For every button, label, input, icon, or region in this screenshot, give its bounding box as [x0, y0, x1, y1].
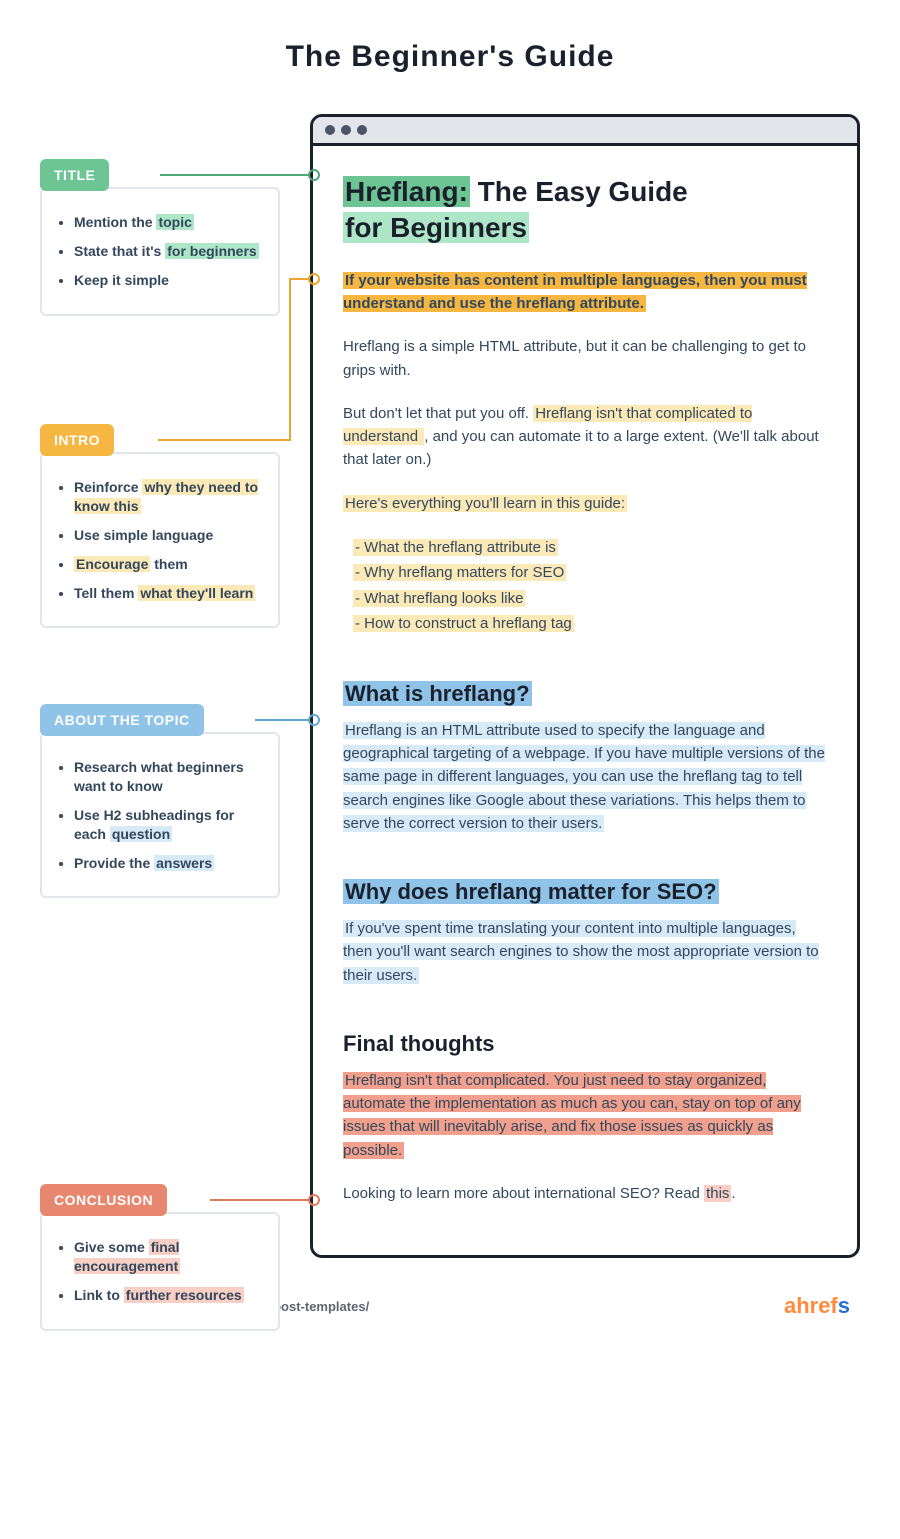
window-dot-icon	[325, 125, 335, 135]
toc-intro: Here's everything you'll learn in this g…	[343, 492, 827, 515]
list-item: Tell them what they'll learn	[74, 584, 264, 603]
toc-item: - What the hreflang attribute is	[343, 535, 827, 561]
box-conclusion: Give some final encouragement Link to fu…	[40, 1212, 280, 1331]
list-item: Research what beginners want to know	[74, 758, 264, 796]
list-item: Provide the answers	[74, 854, 264, 873]
tag-conclusion: CONCLUSION	[40, 1184, 167, 1216]
paragraph: Hreflang isn't that complicated. You jus…	[343, 1069, 827, 1162]
browser-window: Hreflang: The Easy Guide for Beginners I…	[310, 114, 860, 1258]
article-h1: Hreflang: The Easy Guide for Beginners	[343, 174, 827, 247]
list-item: Encourage them	[74, 555, 264, 574]
window-dot-icon	[341, 125, 351, 135]
article-h2: Why does hreflang matter for SEO?	[343, 879, 719, 905]
tag-title: TITLE	[40, 159, 109, 191]
intro-highlight: If your website has content in multiple …	[343, 269, 827, 316]
list-item: Give some final encouragement	[74, 1238, 264, 1276]
tag-intro: INTRO	[40, 424, 114, 456]
list-item: Mention the topic	[74, 213, 264, 232]
list-item: Keep it simple	[74, 271, 264, 290]
article-h2: Final thoughts	[343, 1031, 495, 1057]
box-title: Mention the topic State that it's for be…	[40, 187, 280, 316]
article-h2: What is hreflang?	[343, 681, 532, 707]
list-item: Use simple language	[74, 526, 264, 545]
paragraph: Hreflang is an HTML attribute used to sp…	[343, 719, 827, 835]
content-wrap: TITLE Mention the topic State that it's …	[40, 114, 860, 1258]
box-about: Research what beginners want to know Use…	[40, 732, 280, 898]
right-column: Hreflang: The Easy Guide for Beginners I…	[310, 114, 860, 1258]
toc-item: - How to construct a hreflang tag	[343, 611, 827, 637]
toc-item: - What hreflang looks like	[343, 586, 827, 612]
toc-item: - Why hreflang matters for SEO	[343, 560, 827, 586]
box-intro: Reinforce why they need to know this Use…	[40, 452, 280, 628]
paragraph: But don't let that put you off. Hreflang…	[343, 402, 827, 472]
section-about: ABOUT THE TOPIC Research what beginners …	[40, 704, 280, 898]
left-column: TITLE Mention the topic State that it's …	[40, 114, 280, 1258]
paragraph: If you've spent time translating your co…	[343, 917, 827, 987]
section-conclusion: CONCLUSION Give some final encouragement…	[40, 1184, 280, 1331]
page-title: The Beginner's Guide	[40, 40, 860, 74]
section-intro: INTRO Reinforce why they need to know th…	[40, 424, 280, 628]
list-item: Reinforce why they need to know this	[74, 478, 264, 516]
list-item: State that it's for beginners	[74, 242, 264, 261]
article-body: Hreflang: The Easy Guide for Beginners I…	[313, 146, 857, 1255]
browser-titlebar	[313, 117, 857, 146]
section-title: TITLE Mention the topic State that it's …	[40, 159, 280, 316]
paragraph: Hreflang is a simple HTML attribute, but…	[343, 335, 827, 382]
list-item: Link to further resources	[74, 1286, 264, 1305]
list-item: Use H2 subheadings for each question	[74, 806, 264, 844]
brand-logo: ahrefs	[784, 1293, 850, 1319]
outro: Looking to learn more about internationa…	[343, 1182, 827, 1205]
tag-about: ABOUT THE TOPIC	[40, 704, 204, 736]
window-dot-icon	[357, 125, 367, 135]
